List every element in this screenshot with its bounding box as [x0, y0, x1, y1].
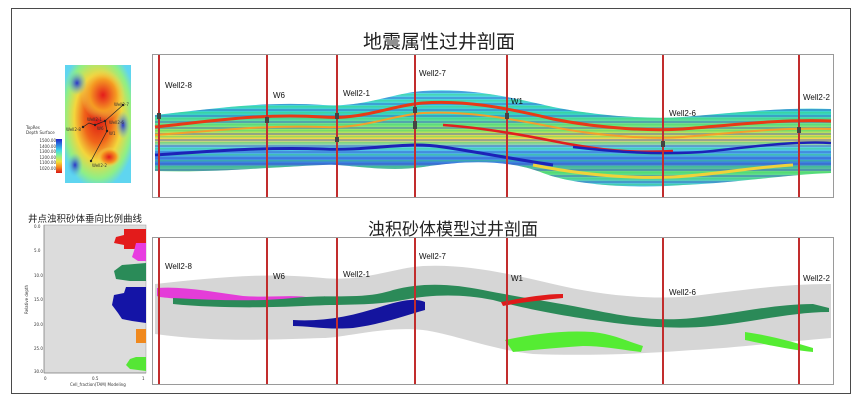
curve-x-tick: 1 — [142, 376, 145, 381]
well-label: Well2-6 — [669, 288, 696, 297]
legend-color-bar — [56, 139, 62, 173]
legend-title: TopRes Depth Surface — [26, 125, 55, 135]
well-label: Well2-6 — [669, 109, 696, 118]
map-thumbnail: Well2-8 Well2-1 W6 Well2-6 Well2-7 W1 We… — [65, 65, 131, 183]
well-label: Well2-7 — [419, 69, 446, 78]
model-section: Well2-8 W6 Well2-1 Well2-7 W1 Well2-6 We… — [152, 237, 834, 385]
curve-x-tick: 0.5 — [92, 376, 99, 381]
well-label: Well2-2 — [803, 274, 830, 283]
map-well-label: Well2-2 — [92, 163, 107, 168]
map-well-label: Well2-6 — [109, 120, 124, 125]
curve-y-label: Relative depth — [24, 284, 30, 315]
well-label: Well2-1 — [343, 270, 370, 279]
well-label: Well2-1 — [343, 89, 370, 98]
curve-y-tick: 15.0 — [34, 297, 43, 302]
color-legend: TopRes Depth Surface 1500.00 1400.00 130… — [26, 125, 68, 177]
map-well-label: Well2-1 — [87, 117, 102, 122]
seismic-section: Well2-8 W6 Well2-1 Well2-7 W1 Well2-6 We… — [152, 54, 834, 198]
well-label: Well2-2 — [803, 93, 830, 102]
curve-y-tick: 5.0 — [34, 248, 41, 253]
well-label: W6 — [273, 91, 285, 100]
curve-y-tick: 30.0 — [34, 369, 43, 374]
curve-y-tick: 0.0 — [34, 224, 41, 229]
map-well-label: W1 — [109, 131, 116, 136]
figure-frame: 地震属性过井剖面 — [11, 8, 851, 394]
well-label: Well2-8 — [165, 262, 192, 271]
map-well-label: Well2-7 — [114, 102, 129, 107]
well-label: Well2-8 — [165, 81, 192, 90]
seismic-title: 地震属性过井剖面 — [363, 31, 516, 53]
well-label: W6 — [273, 272, 285, 281]
map-well-label: Well2-8 — [66, 127, 81, 132]
well-label: W1 — [511, 97, 523, 106]
curve-y-tick: 20.0 — [34, 322, 43, 327]
legend-ticks: 1500.00 1400.00 1300.00 1200.00 1100.00 … — [39, 138, 56, 171]
curve-y-tick: 10.0 — [34, 273, 43, 278]
map-well-label: W6 — [97, 126, 104, 131]
vertical-proportion-curve: 0.0 5.0 10.0 15.0 20.0 25.0 30.0 0 0.5 1… — [24, 223, 152, 389]
curve-x-label: Cell_fraction(TAM) Modeling — [70, 382, 126, 387]
well-label: W1 — [511, 274, 523, 283]
curve-x-tick: 0 — [44, 376, 47, 381]
curve-title: 井点浊积砂体垂向比例曲线 — [28, 214, 143, 225]
model-title: 浊积砂体模型过井剖面 — [368, 220, 538, 240]
curve-y-tick: 25.0 — [34, 346, 43, 351]
well-label: Well2-7 — [419, 252, 446, 261]
